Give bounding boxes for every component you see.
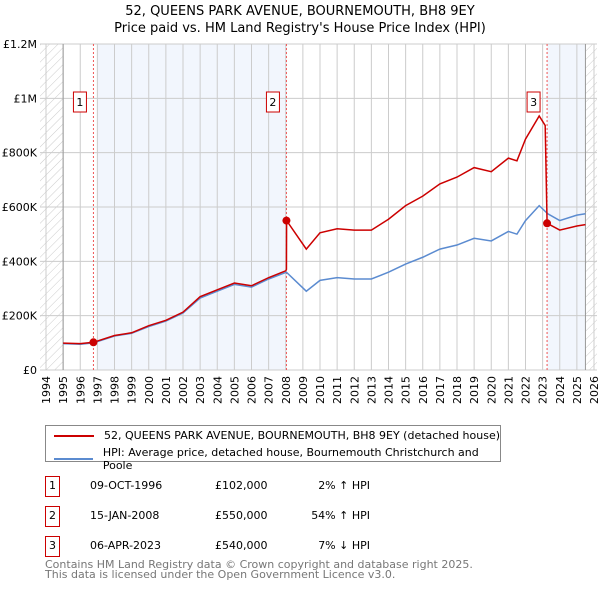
y-tick-label: £1M	[14, 92, 38, 105]
title-line: 52, QUEENS PARK AVENUE, BOURNEMOUTH, BH8…	[125, 4, 475, 19]
footer-line: Contains HM Land Registry data © Crown c…	[45, 558, 473, 571]
sale-hpi-diff: 54% ↑ HPI	[311, 509, 370, 522]
sale-marker-box	[265, 91, 280, 113]
x-tick-label: 2014	[383, 376, 396, 404]
x-tick-label: 1998	[109, 376, 122, 404]
sale-marker-label: 1	[76, 96, 83, 109]
x-tick-label: 2019	[468, 376, 481, 404]
x-tick-label: 2008	[280, 376, 293, 404]
sale-marker-box	[526, 91, 541, 113]
x-tick-label: 1999	[126, 376, 139, 404]
legend-label: 52, QUEENS PARK AVENUE, BOURNEMOUTH, BH8…	[104, 429, 501, 442]
x-tick-label: 1994	[40, 376, 53, 404]
sale-row: 1 09-OCT-1996 £102,000 2% ↑ HPI	[45, 476, 545, 497]
x-tick-label: 1996	[74, 376, 87, 404]
x-tick-label: 2007	[263, 376, 276, 404]
x-tick-label: 2020	[485, 376, 498, 404]
subtitle-line: Price paid vs. HM Land Registry's House …	[114, 21, 486, 36]
y-tick-label: £0	[23, 364, 37, 377]
legend: 52, QUEENS PARK AVENUE, BOURNEMOUTH, BH8…	[45, 425, 501, 472]
sale-number: 3	[45, 536, 60, 557]
sale-date: 06-APR-2023	[90, 539, 162, 552]
footer: Contains HM Land Registry data © Crown c…	[45, 558, 473, 581]
sale-point	[543, 219, 552, 228]
sale-date: 15-JAN-2008	[90, 509, 160, 522]
x-tick-label: 1997	[91, 376, 104, 404]
y-tick-label: £400K	[2, 255, 38, 268]
x-tick-label: 2024	[554, 376, 567, 404]
hpi-line	[63, 204, 586, 345]
x-tick-label: 2012	[348, 376, 361, 404]
legend-item-property: 52, QUEENS PARK AVENUE, BOURNEMOUTH, BH8…	[54, 429, 500, 442]
x-tick-label: 2001	[160, 376, 173, 404]
sale-number: 1	[45, 476, 60, 497]
sale-marker-label: 3	[530, 96, 537, 109]
x-tick-label: 2000	[143, 376, 156, 404]
y-tick-label: £200K	[2, 310, 38, 323]
sale-row: 2 15-JAN-2008 £550,000 54% ↑ HPI	[45, 506, 545, 527]
y-tick-label: £1.2M	[3, 38, 37, 51]
x-tick-label: 2016	[417, 376, 430, 404]
x-tick-label: 2023	[537, 376, 550, 404]
x-tick-label: 2003	[194, 376, 207, 404]
x-tick-label: 2011	[331, 376, 344, 404]
sale-row: 3 06-APR-2023 £540,000 7% ↓ HPI	[45, 536, 545, 557]
x-tick-label: 2015	[400, 376, 413, 404]
sale-marker-label: 2	[269, 96, 276, 109]
property-line	[63, 114, 586, 345]
x-tick-label: 2002	[177, 376, 190, 404]
x-tick-label: 2017	[434, 376, 447, 404]
sale-marker-box	[72, 91, 87, 113]
sale-number: 2	[45, 506, 60, 527]
red-line-swatch	[54, 434, 94, 437]
sale-point	[282, 216, 291, 225]
sale-hpi-diff: 7% ↓ HPI	[318, 539, 370, 552]
x-tick-label: 2006	[246, 376, 259, 404]
x-tick-label: 2009	[297, 376, 310, 404]
legend-label: HPI: Average price, detached house, Bour…	[102, 446, 479, 472]
x-tick-label: 2022	[520, 376, 533, 404]
sale-price: £540,000	[215, 539, 268, 552]
price-chart: 1994 1995 1996 1997 1998 1999 2000 2001 2002 2003…	[2, 38, 600, 404]
x-tick-label: 1995	[57, 376, 70, 404]
blue-line-swatch	[54, 458, 93, 460]
x-tick-label: 2005	[228, 376, 241, 404]
y-tick-label: £600K	[2, 201, 38, 214]
sale-hpi-diff: 2% ↑ HPI	[318, 479, 370, 492]
sale-price: £550,000	[215, 509, 268, 522]
sale-price: £102,000	[215, 479, 268, 492]
x-tick-label: 2021	[502, 376, 515, 404]
legend-item-hpi: HPI: Average price, detached house, Bour…	[54, 446, 500, 472]
footer-line: This data is licensed under the Open Gov…	[45, 568, 396, 581]
x-tick-label: 2010	[314, 376, 327, 404]
x-tick-label: 2025	[571, 376, 584, 404]
x-tick-label: 2013	[365, 376, 378, 404]
sale-date: 09-OCT-1996	[90, 479, 163, 492]
x-tick-label: 2026	[588, 376, 600, 404]
sale-point	[89, 338, 98, 347]
chart-title: 52, QUEENS PARK AVENUE, BOURNEMOUTH, BH8…	[0, 3, 600, 37]
y-tick-label: £800K	[2, 147, 38, 160]
x-tick-label: 2004	[211, 376, 224, 404]
x-tick-label: 2018	[451, 376, 464, 404]
